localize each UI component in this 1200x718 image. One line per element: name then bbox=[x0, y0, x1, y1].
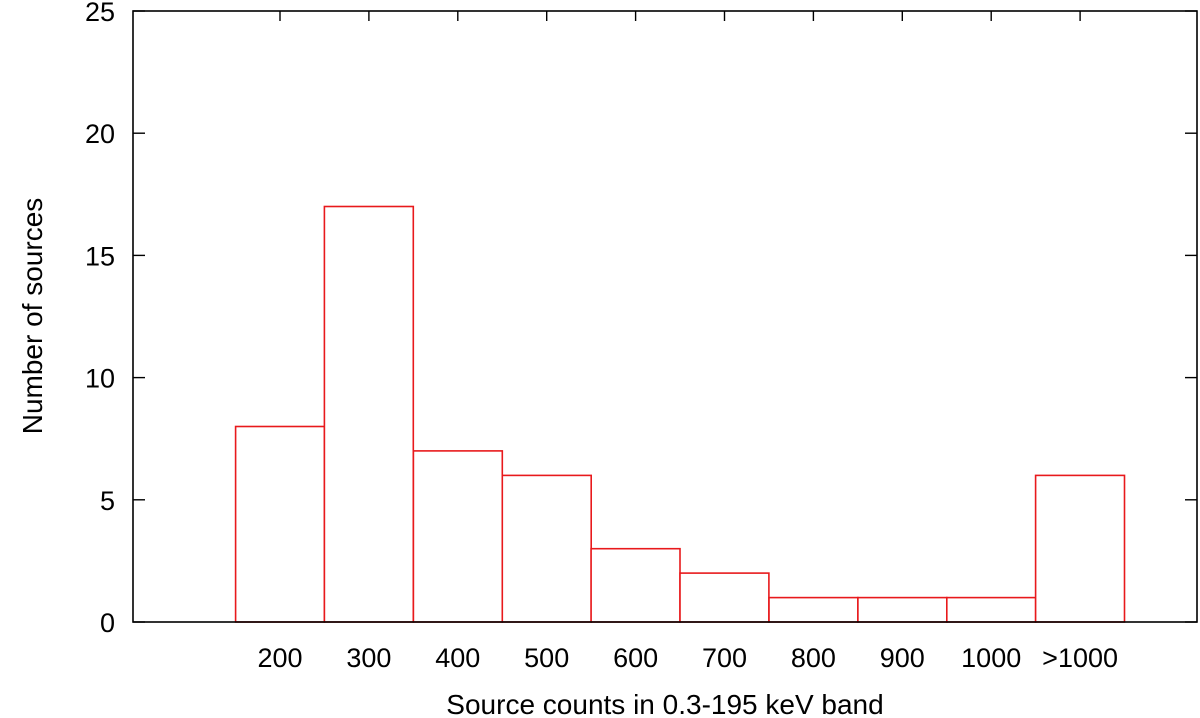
bar-5 bbox=[590, 547, 681, 623]
x-tick-label: 500 bbox=[524, 643, 569, 673]
bar-1 bbox=[234, 425, 326, 623]
plot-frame bbox=[132, 10, 1198, 623]
x-axis-ticks: 200 300 400 500 600 700 800 900 1000 >1000 bbox=[257, 11, 1118, 673]
x-tick-label: 900 bbox=[880, 643, 925, 673]
x-tick-label: 1000 bbox=[961, 643, 1021, 673]
y-tick-label: 20 bbox=[85, 119, 115, 149]
x-tick-label: >1000 bbox=[1042, 643, 1118, 673]
bar-9 bbox=[945, 596, 1037, 623]
bar-3 bbox=[412, 450, 504, 623]
bars-group bbox=[234, 205, 1126, 623]
x-axis-label: Source counts in 0.3-195 keV band bbox=[446, 689, 883, 718]
bar-4 bbox=[501, 474, 592, 623]
y-tick-label: 15 bbox=[85, 241, 115, 271]
bar-2 bbox=[323, 205, 415, 623]
x-tick-label: 800 bbox=[791, 643, 836, 673]
y-axis-ticks: 0 5 10 15 20 25 bbox=[85, 0, 1197, 638]
x-tick-label: 700 bbox=[702, 643, 747, 673]
y-axis-label: Number of sources bbox=[17, 198, 48, 435]
x-tick-label: 300 bbox=[346, 643, 391, 673]
x-tick-label: 400 bbox=[435, 643, 480, 673]
y-tick-label: 25 bbox=[85, 0, 115, 27]
bar-7 bbox=[768, 596, 859, 623]
y-tick-label: 10 bbox=[85, 364, 115, 394]
bar-6 bbox=[679, 572, 770, 623]
y-tick-label: 5 bbox=[100, 486, 115, 516]
bar-8 bbox=[857, 596, 948, 623]
x-tick-label: 600 bbox=[613, 643, 658, 673]
y-tick-label: 0 bbox=[100, 608, 115, 638]
x-tick-label: 200 bbox=[257, 643, 302, 673]
bar-10 bbox=[1034, 474, 1126, 623]
